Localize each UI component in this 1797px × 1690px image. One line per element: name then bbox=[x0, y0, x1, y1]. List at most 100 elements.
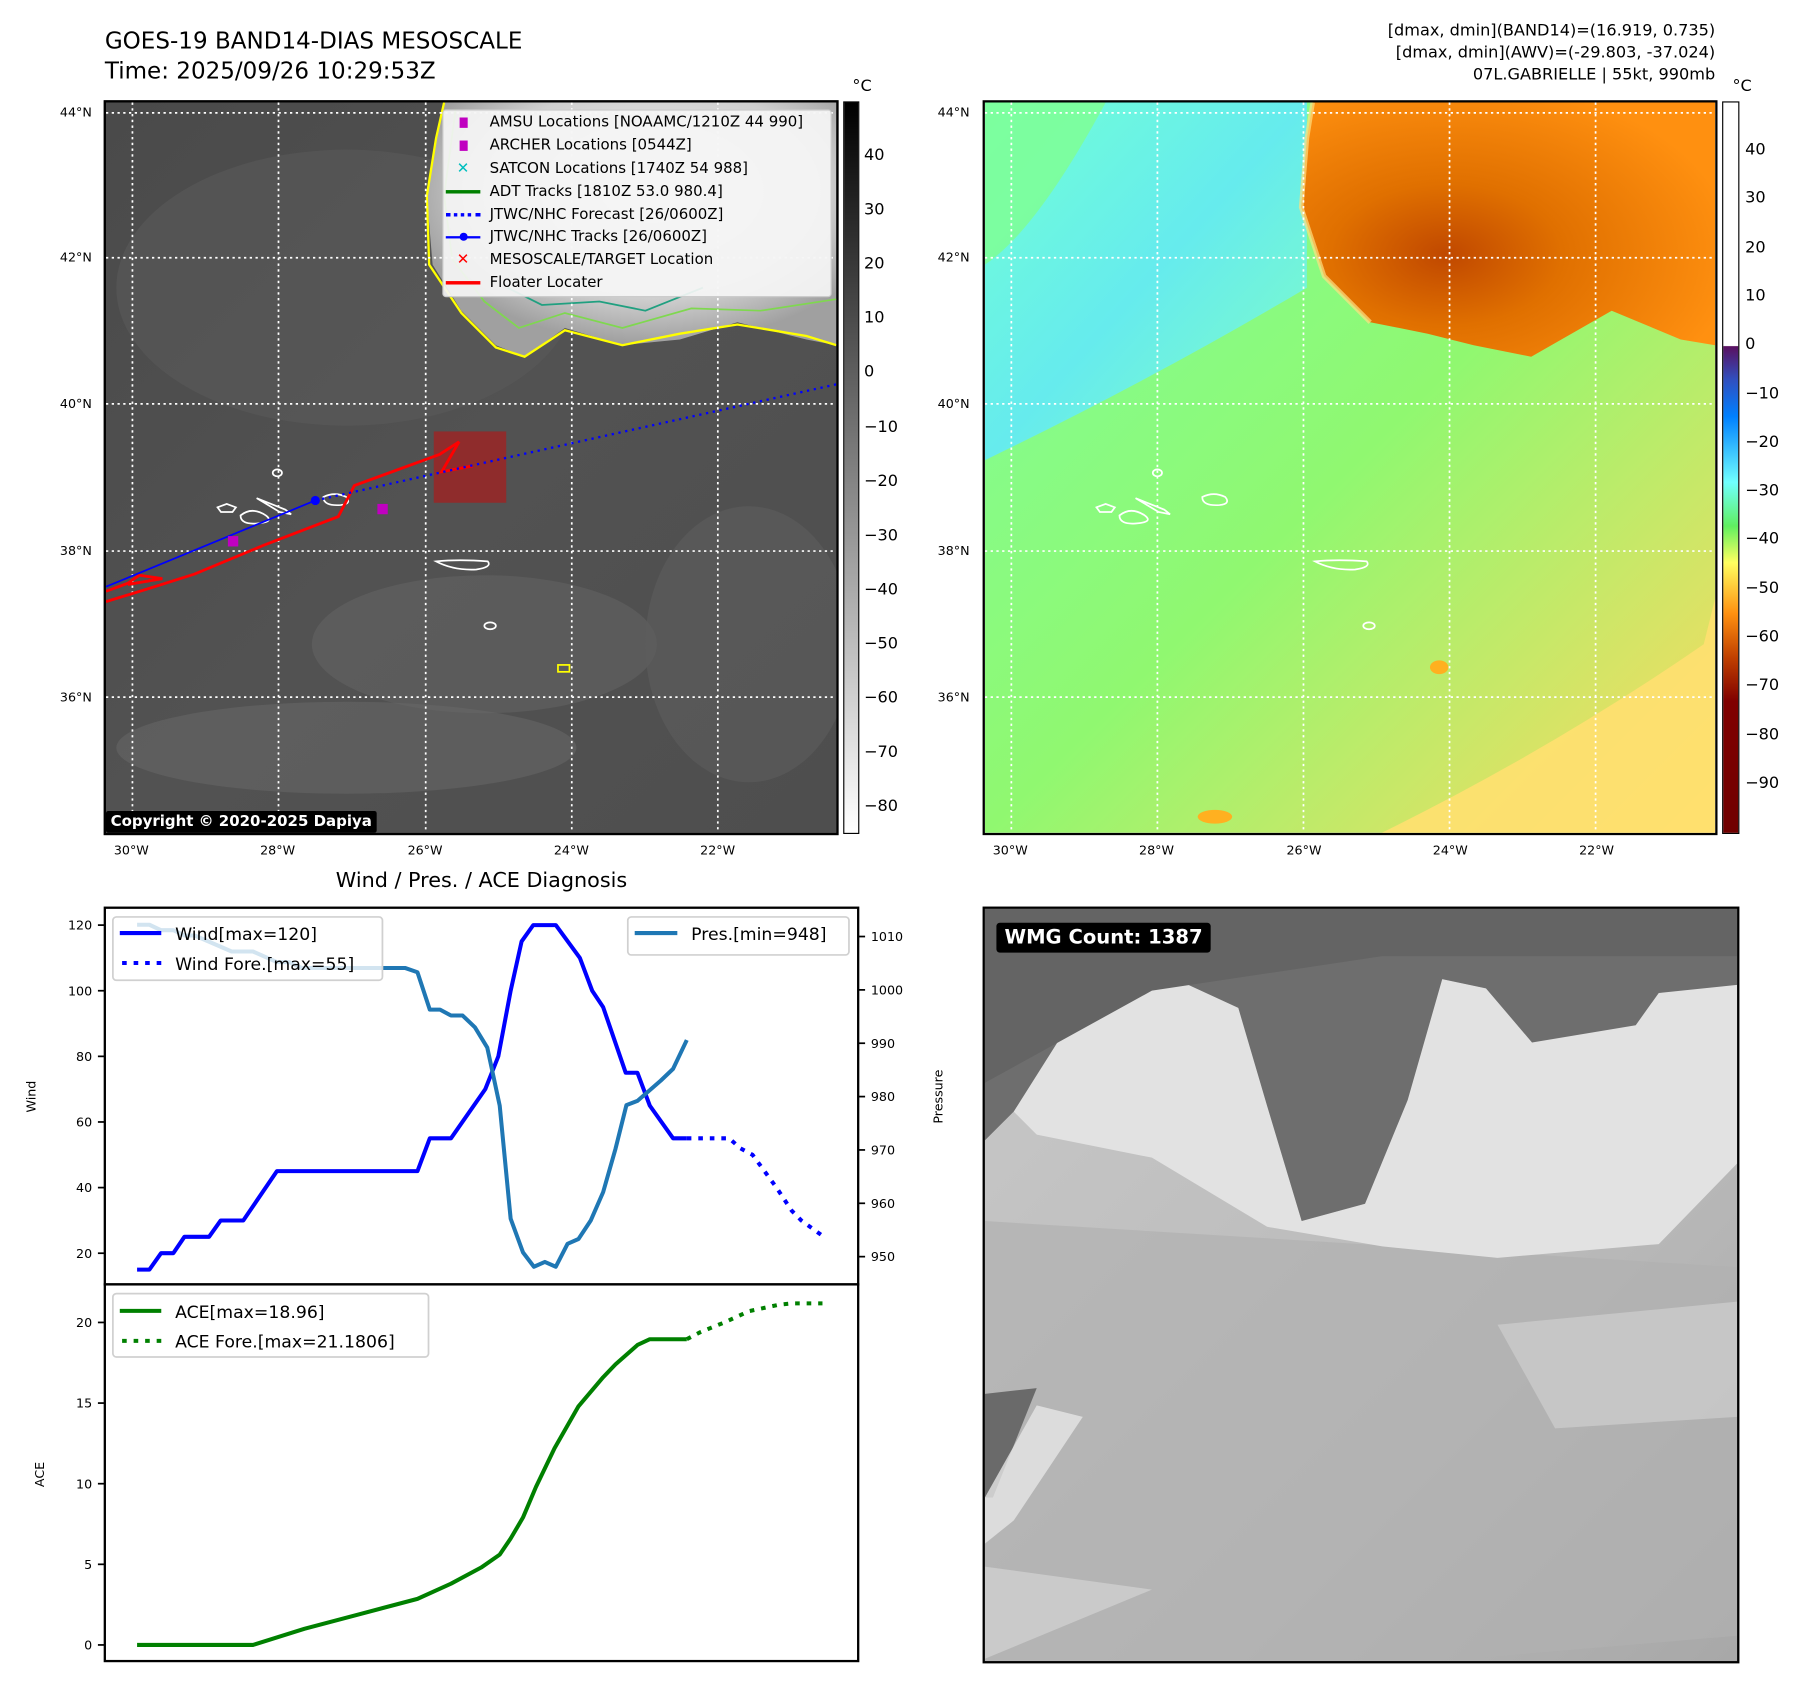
lat-label: 40°N bbox=[59, 396, 92, 412]
y-tick-label: 20 bbox=[76, 1246, 92, 1261]
dotted-line-marker-icon bbox=[443, 212, 482, 217]
pressure-legend: Pres.[min=948] bbox=[626, 916, 850, 956]
dry-air-region bbox=[1301, 102, 1716, 357]
y-tick-label: 100 bbox=[68, 983, 92, 998]
awv-map[interactable] bbox=[982, 100, 1718, 836]
left-colorbar-tick: −70 bbox=[863, 743, 898, 762]
lon-label: 24°W bbox=[1432, 843, 1468, 859]
map-legend: AMSU Locations [NOAAMC/1210Z 44 990] ARCH… bbox=[442, 109, 832, 298]
wmg-panel: WMG Count: 1387 bbox=[982, 906, 1740, 1664]
series-line-ace-fore bbox=[685, 1301, 823, 1342]
dark-region bbox=[984, 908, 1738, 1222]
right-colorbar-tick: −60 bbox=[1745, 627, 1780, 647]
y-tick-label: 60 bbox=[76, 1115, 92, 1130]
chart-title: Wind / Pres. / ACE Diagnosis bbox=[336, 868, 627, 892]
y2-tick-label: 980 bbox=[871, 1089, 895, 1104]
y-tick-label: 120 bbox=[68, 918, 92, 933]
lon-label: 22°W bbox=[1579, 843, 1615, 859]
azores-coastlines bbox=[216, 468, 497, 631]
ace-axis-label: ACE bbox=[32, 1462, 47, 1487]
left-colorbar-tick: −80 bbox=[863, 797, 898, 816]
legend-label: AMSU Locations [NOAAMC/1210Z 44 990] bbox=[489, 114, 804, 132]
right-colorbar-unit: °C bbox=[1732, 77, 1752, 96]
wind-legend: Wind[max=120] Wind Fore.[max=55] bbox=[112, 916, 384, 982]
right-colorbar-tick: −70 bbox=[1745, 676, 1780, 695]
lon-label: 30°W bbox=[992, 843, 1028, 859]
lon-label: 28°W bbox=[1139, 843, 1175, 859]
left-colorbar-tick: −20 bbox=[863, 471, 898, 491]
right-colorbar-tick: −30 bbox=[1745, 481, 1780, 501]
awv-imagery bbox=[984, 102, 1716, 833]
x-marker-icon: ✕ bbox=[456, 251, 470, 269]
legend-label: ADT Tracks [1810Z 53.0 980.4] bbox=[489, 182, 723, 201]
lon-label: 26°W bbox=[407, 843, 443, 859]
figure-time: Time: 2025/09/26 10:29:53Z bbox=[104, 56, 436, 85]
band14-colorbar bbox=[843, 101, 860, 834]
wmg-count-badge: WMG Count: 1387 bbox=[996, 922, 1211, 953]
archer-location-marker bbox=[227, 536, 239, 547]
lon-label: 22°W bbox=[700, 843, 736, 859]
left-colorbar-tick: 0 bbox=[863, 363, 875, 382]
right-colorbar-tick: −10 bbox=[1745, 384, 1780, 403]
legend-item: JTWC/NHC Forecast [26/0600Z] bbox=[443, 203, 830, 226]
info-awv: [dmax, dmin](AWV)=(-29.803, -37.024) bbox=[1395, 43, 1716, 63]
legend-item: ADT Tracks [1810Z 53.0 980.4] bbox=[443, 180, 830, 203]
right-colorbar-tick: −90 bbox=[1745, 773, 1780, 793]
wind-axis-label: Wind bbox=[24, 1081, 39, 1113]
lat-label: 36°N bbox=[59, 690, 92, 705]
y-tick-label: 0 bbox=[84, 1638, 92, 1653]
left-colorbar-tick: 40 bbox=[863, 146, 885, 165]
right-colorbar-tick: −40 bbox=[1745, 530, 1780, 549]
lat-label: 38°N bbox=[59, 543, 92, 559]
y2-tick-label: 1000 bbox=[871, 982, 903, 997]
legend-label: MESOSCALE/TARGET Location bbox=[489, 251, 714, 269]
series-line-ace bbox=[137, 1337, 687, 1647]
floater-locater-track bbox=[105, 440, 474, 604]
lat-label: 42°N bbox=[937, 249, 970, 265]
solid-line-marker-icon bbox=[443, 189, 482, 194]
y-tick-label: 15 bbox=[76, 1396, 92, 1411]
wmg-imagery bbox=[984, 908, 1738, 1662]
left-colorbar-tick: −30 bbox=[863, 526, 898, 545]
left-colorbar-tick: −10 bbox=[863, 417, 898, 437]
left-colorbar-tick: 10 bbox=[863, 309, 885, 328]
right-colorbar-tick: −80 bbox=[1745, 725, 1780, 744]
lat-label: 42°N bbox=[59, 249, 92, 265]
awv-colorbar bbox=[1722, 101, 1740, 834]
pressure-axis-label: Pressure bbox=[930, 1069, 945, 1123]
solid-line-marker-icon bbox=[443, 281, 482, 285]
legend-pressure: Pres.[min=948] bbox=[691, 925, 826, 945]
info-band14: [dmax, dmin](BAND14)=(16.919, 0.735) bbox=[1387, 21, 1716, 41]
right-colorbar-tick: −20 bbox=[1745, 432, 1780, 452]
right-colorbar-tick: 10 bbox=[1745, 286, 1766, 306]
right-colorbar-tick: 20 bbox=[1745, 237, 1766, 257]
left-colorbar-tick: −40 bbox=[863, 580, 898, 599]
y2-tick-label: 960 bbox=[871, 1196, 895, 1211]
legend-ace-forecast: ACE Fore.[max=21.1806] bbox=[175, 1333, 395, 1353]
lon-label: 24°W bbox=[553, 843, 589, 859]
legend-item: ✕ SATCON Locations [1740Z 54 988] bbox=[443, 157, 830, 180]
left-colorbar-tick: −60 bbox=[863, 688, 898, 708]
left-colorbar-unit: °C bbox=[852, 77, 872, 96]
wind-pres-ace-chart: Wind / Pres. / ACE Diagnosis 20406080100… bbox=[24, 868, 945, 1663]
lat-label: 44°N bbox=[937, 104, 970, 120]
square-marker-icon bbox=[443, 140, 482, 152]
lon-label: 30°W bbox=[113, 843, 149, 859]
legend-ace: ACE[max=18.96] bbox=[175, 1303, 324, 1323]
y2-tick-label: 1010 bbox=[871, 929, 903, 944]
ace-legend: ACE[max=18.96] ACE Fore.[max=21.1806] bbox=[112, 1292, 430, 1358]
legend-wind-forecast: Wind Fore.[max=55] bbox=[175, 955, 354, 975]
y2-tick-label: 970 bbox=[871, 1143, 895, 1158]
series-line-wind-fore bbox=[686, 1136, 826, 1239]
legend-label: Floater Locater bbox=[489, 274, 603, 292]
jtwc-track bbox=[105, 499, 316, 588]
amsu-location-marker bbox=[377, 503, 388, 515]
y2-tick-label: 950 bbox=[871, 1249, 895, 1264]
left-colorbar-tick: 30 bbox=[863, 200, 885, 219]
y-tick-label: 80 bbox=[76, 1049, 92, 1064]
lat-label: 36°N bbox=[937, 690, 970, 705]
bright-band bbox=[1013, 973, 1738, 1258]
legend-item: ARCHER Locations [0544Z] bbox=[443, 135, 830, 158]
azores-coastlines bbox=[1095, 468, 1376, 631]
